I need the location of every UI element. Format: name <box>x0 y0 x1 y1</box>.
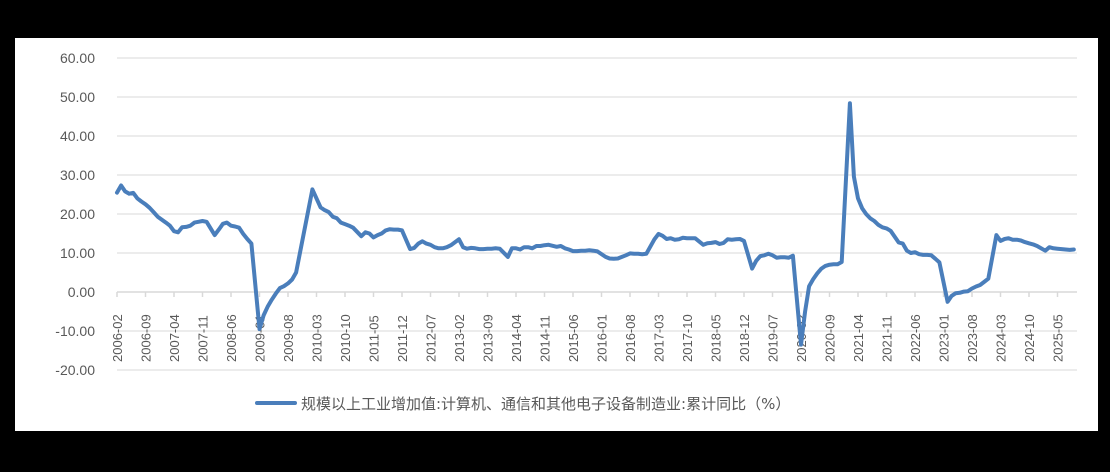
x-tick-label: 2011-12 <box>395 315 410 362</box>
line-chart: 60.00 50.00 40.00 30.00 20.00 10.00 0.00 -10.00… <box>55 50 1077 378</box>
x-tick-label: 2014-11 <box>538 315 553 362</box>
x-tick-label: 2025-05 <box>1051 314 1066 362</box>
x-tick-label: 2008-06 <box>224 314 239 362</box>
x-tick-label: 2007-04 <box>167 314 182 362</box>
y-tick-label: 50.00 <box>60 89 95 105</box>
y-tick-label: -20.00 <box>55 362 95 378</box>
x-tick-label: 2020-09 <box>823 314 838 362</box>
x-tick-label: 2009-08 <box>281 314 296 362</box>
x-tick-label: 2023-01 <box>937 314 952 362</box>
x-tick-label: 2022-06 <box>908 314 923 362</box>
legend-line-swatch <box>255 401 297 405</box>
x-tick-label: 2017-10 <box>680 314 695 362</box>
y-axis: 60.00 50.00 40.00 30.00 20.00 10.00 0.00 -10.00… <box>55 50 95 378</box>
x-tick-label: 2018-12 <box>737 314 752 362</box>
x-tick-label: 2024-03 <box>994 314 1009 362</box>
y-tick-label: 0.00 <box>68 284 95 300</box>
x-tick-label: 2021-04 <box>851 314 866 362</box>
x-tick-label: 2023-08 <box>965 314 980 362</box>
y-tick-label: 30.00 <box>60 167 95 183</box>
chart-panel: 60.00 50.00 40.00 30.00 20.00 10.00 0.00 -10.00… <box>15 38 1098 431</box>
x-tick-label: 2019-07 <box>766 314 781 362</box>
x-tick-label: 2018-05 <box>709 314 724 362</box>
x-tick-label: 2021-11 <box>880 315 895 362</box>
x-tick-label: 2010-10 <box>338 314 353 362</box>
y-tick-label: -10.00 <box>55 323 95 339</box>
x-tick-label: 2013-02 <box>452 314 467 362</box>
x-tick-label: 2015-06 <box>566 314 581 362</box>
x-tick-label: 2006-09 <box>139 314 154 362</box>
x-tick-label: 2016-08 <box>623 314 638 362</box>
y-tick-label: 20.00 <box>60 206 95 222</box>
legend-label: 规模以上工业增加值:计算机、通信和其他电子设备制造业:累计同比（%） <box>301 394 791 413</box>
x-tick-label: 2017-03 <box>652 314 667 362</box>
x-tick-label: 2010-03 <box>310 314 325 362</box>
series-line <box>115 101 1076 347</box>
legend: 规模以上工业增加值:计算机、通信和其他电子设备制造业:累计同比（%） <box>255 392 790 414</box>
x-tick-label: 2014-04 <box>509 314 524 362</box>
x-tick-label: 2013-09 <box>481 314 496 362</box>
x-tick-label: 2024-10 <box>1022 314 1037 362</box>
x-tick-label: 2007-11 <box>196 315 211 362</box>
y-tick-label: 40.00 <box>60 128 95 144</box>
x-tick-label: 2012-07 <box>424 314 439 362</box>
y-tick-label: 60.00 <box>60 50 95 66</box>
x-tick-label: 2006-02 <box>110 314 125 362</box>
x-axis: 2006-02 2006-09 2007-04 2007-11 2008-06 2009-… <box>110 292 1066 362</box>
y-tick-label: 10.00 <box>60 245 95 261</box>
x-tick-label: 2016-01 <box>595 314 610 362</box>
x-tick-label: 2011-05 <box>367 315 382 362</box>
x-tick-label: 2009-01 <box>253 314 268 362</box>
